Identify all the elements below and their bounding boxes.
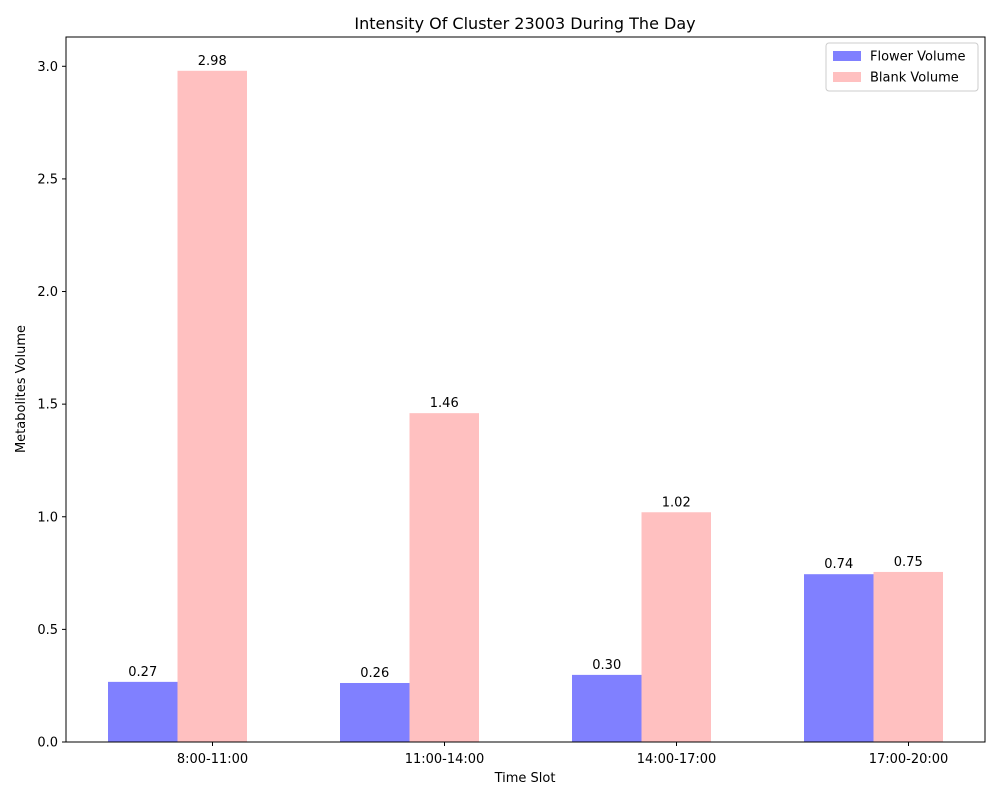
x-tick-label: 17:00-20:00	[869, 752, 949, 767]
legend-box	[825, 42, 979, 92]
bar-flower-0	[108, 681, 178, 742]
data-label: 0.75	[894, 555, 923, 570]
bar-flower-3	[804, 574, 874, 742]
data-label: 0.26	[360, 666, 389, 681]
data-label: 1.46	[430, 396, 459, 411]
legend: Flower Volume Blank Volume	[825, 42, 979, 92]
data-label: 1.02	[662, 495, 691, 510]
x-tick-label: 11:00-14:00	[405, 752, 485, 767]
data-label: 0.27	[128, 665, 157, 680]
legend-label: Flower Volume	[870, 50, 966, 65]
plot-frame	[65, 36, 986, 743]
bar-flower-1	[340, 682, 410, 742]
y-tick-label: 1.0	[37, 510, 58, 525]
data-label: 0.30	[592, 658, 621, 673]
legend-swatch	[833, 51, 861, 61]
y-tick-label: 3.0	[37, 60, 58, 75]
bar-blank-1	[409, 413, 479, 742]
y-tick-label: 2.0	[37, 285, 58, 300]
bar-blank-3	[873, 571, 943, 742]
bar-flower-2	[572, 674, 642, 742]
y-tick-label: 0.0	[37, 736, 58, 751]
legend-label: Blank Volume	[870, 71, 959, 86]
x-axis-label: Time Slot	[494, 771, 556, 786]
y-tick-label: 1.5	[37, 398, 58, 413]
data-label: 0.74	[824, 557, 853, 572]
y-tick-label: 2.5	[37, 172, 58, 187]
x-tick-label: 8:00-11:00	[177, 752, 248, 767]
data-label: 2.98	[198, 54, 227, 69]
bar-blank-0	[177, 70, 247, 742]
y-axis-label: Metabolites Volume	[14, 325, 29, 453]
x-tick-label: 14:00-17:00	[637, 752, 717, 767]
chart-title: Intensity Of Cluster 23003 During The Da…	[354, 14, 695, 33]
plot-area: 0.27 0.26 0.30 0.74 2.98 1.46 1.02 0.75 0.0 0.5 1.…	[37, 36, 986, 767]
legend-swatch	[833, 72, 861, 82]
y-tick-label: 0.5	[37, 623, 58, 638]
bar-blank-2	[641, 512, 711, 742]
